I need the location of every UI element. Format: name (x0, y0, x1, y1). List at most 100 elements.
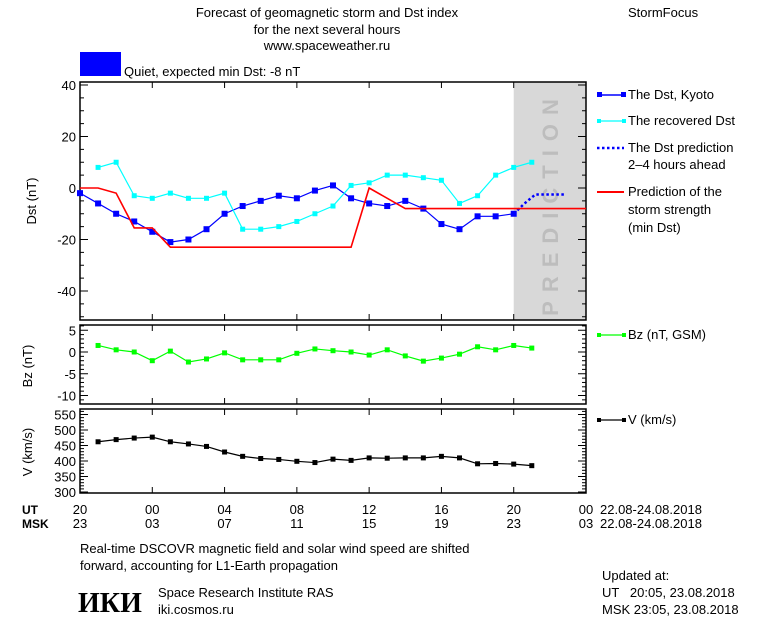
legend-item-storm-strength: Prediction of the storm strength (min Ds… (597, 184, 722, 235)
data-point (95, 342, 101, 348)
data-point (276, 357, 282, 363)
legend-label: The Dst, Kyoto (628, 87, 714, 102)
data-point (95, 439, 101, 445)
msk-tick-label: 03 (145, 516, 159, 531)
data-point (366, 200, 373, 207)
y-tick-label: 500 (54, 423, 76, 438)
prediction-zone-label: PREDICTION (538, 90, 563, 316)
data-point (131, 193, 137, 199)
data-point (204, 443, 209, 449)
legend-item-recovered-dst: The recovered Dst (597, 113, 735, 128)
data-point (257, 197, 264, 204)
legend-label: Bz (nT, GSM) (628, 327, 706, 342)
data-point (420, 358, 426, 364)
data-point (276, 224, 282, 230)
data-point (511, 342, 517, 348)
y-tick-label: 40 (62, 78, 76, 93)
data-point (475, 193, 481, 199)
data-point (402, 172, 408, 178)
plot-frame (79, 81, 587, 321)
data-point (348, 195, 355, 202)
y-tick-label: -5 (64, 367, 76, 382)
data-point (185, 441, 191, 447)
data-point (312, 460, 318, 466)
series-line-0 (79, 184, 514, 243)
data-point (204, 356, 209, 362)
data-point (204, 195, 209, 201)
msk-tick-label: 23 (506, 516, 520, 531)
ut-tick-label: 12 (362, 502, 376, 517)
data-point (131, 349, 137, 355)
data-point (420, 455, 426, 461)
updated-label: Updated at: (602, 568, 669, 583)
ut-tick-label: 08 (290, 502, 304, 517)
data-point (203, 226, 210, 233)
data-point (474, 213, 481, 220)
data-point (402, 455, 408, 461)
data-point (529, 159, 535, 165)
data-point (222, 449, 228, 455)
msk-tick-label: 03 (579, 516, 593, 531)
data-point (348, 457, 354, 463)
bz-panel: 5 0 -5 -10 (57, 323, 587, 405)
data-point (529, 463, 535, 469)
data-point (330, 203, 336, 209)
institute-website[interactable]: iki.cosmos.ru (158, 602, 234, 617)
ut-tick-label: 16 (434, 502, 448, 517)
legend-item-dst-kyoto: The Dst, Kyoto (597, 87, 714, 102)
title-line-2: for the next several hours (254, 22, 401, 37)
ut-tick-label: 00 (145, 502, 159, 517)
data-point (438, 177, 444, 183)
data-point (493, 172, 499, 178)
data-point (330, 182, 336, 189)
data-point (185, 195, 191, 201)
data-point (348, 182, 354, 188)
legend-label-line-2: 2–4 hours ahead (628, 157, 726, 172)
data-point (384, 203, 391, 210)
data-point (185, 236, 192, 243)
data-point (276, 456, 282, 462)
data-point (366, 455, 372, 461)
data-point (149, 195, 155, 201)
ut-tick-label: 20 (73, 502, 87, 517)
data-point (294, 218, 300, 224)
data-point (511, 164, 517, 170)
legend-label-line-1: Prediction of the (628, 184, 722, 199)
data-point (221, 210, 228, 217)
msk-axis-label: MSK (22, 517, 49, 531)
data-point (131, 435, 137, 441)
data-point (402, 197, 409, 204)
ut-tick-label: 20 (506, 502, 520, 517)
series-line-1 (97, 161, 532, 230)
data-point (113, 347, 119, 353)
data-point (149, 228, 156, 235)
data-point (185, 359, 191, 365)
y-tick-label: -10 (57, 389, 76, 404)
bz-axis-label: Bz (nT) (20, 345, 35, 388)
y-tick-label: 550 (54, 408, 76, 423)
data-point (240, 226, 246, 232)
data-point (167, 239, 174, 246)
data-point (402, 353, 408, 359)
data-point (240, 357, 246, 363)
plot-frame (79, 408, 587, 494)
legend-label-line-2: storm strength (628, 202, 711, 217)
data-point (312, 346, 318, 352)
data-point (167, 190, 173, 196)
y-tick-label: 20 (62, 130, 76, 145)
data-point (149, 434, 155, 440)
speed-axis-label: V (km/s) (20, 428, 35, 476)
data-point (311, 187, 318, 194)
legend-label: V (km/s) (628, 412, 676, 427)
data-point (258, 456, 264, 462)
ut-date-range: 22.08-24.08.2018 (600, 502, 702, 517)
data-point (456, 226, 463, 233)
updated-msk: MSK 23:05, 23.08.2018 (602, 602, 739, 617)
data-point (167, 439, 173, 445)
data-point (475, 344, 481, 350)
data-point (420, 175, 426, 181)
series-line-3 (80, 186, 586, 249)
y-tick-label: 5 (69, 323, 76, 338)
data-point (384, 455, 390, 461)
